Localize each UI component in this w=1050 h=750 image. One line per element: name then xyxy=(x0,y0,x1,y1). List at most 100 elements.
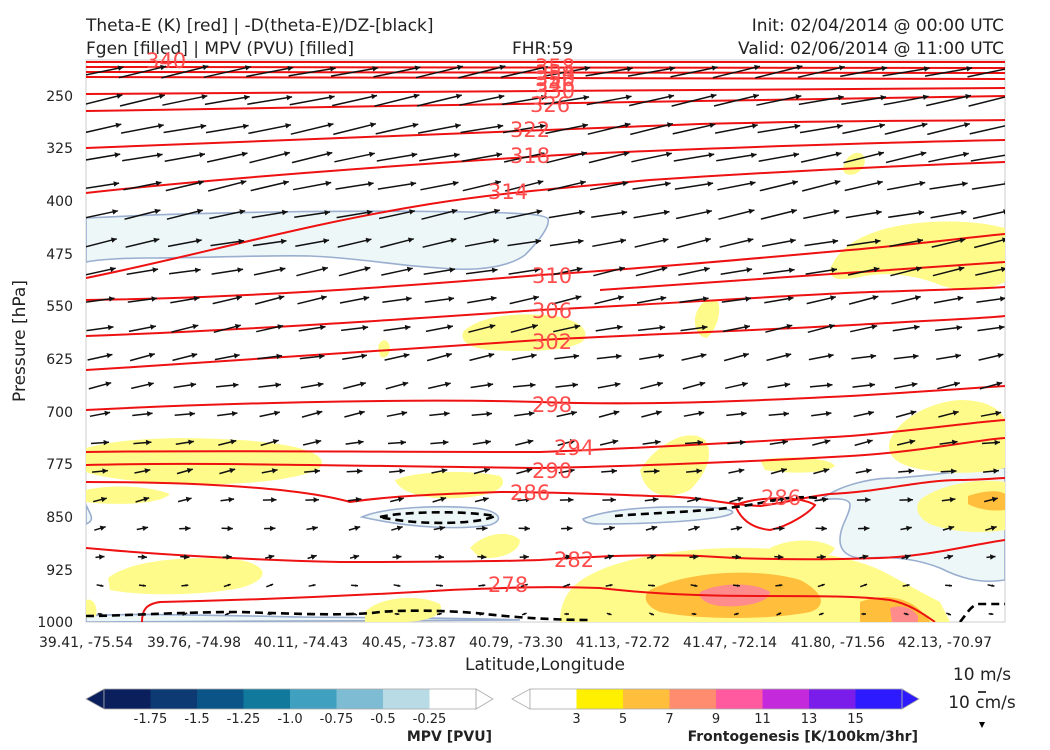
wind-vector-shaft xyxy=(248,124,292,135)
mpv-cb-tick-7: -0.25 xyxy=(413,712,447,727)
wind-vector-head xyxy=(1009,66,1015,71)
wind-vector-head xyxy=(486,411,492,417)
wind-vector-shaft xyxy=(421,209,458,220)
wind-vector-head xyxy=(411,152,418,158)
wind-vector-head xyxy=(569,439,576,445)
wind-vector-head xyxy=(438,612,442,616)
wind-vector-head xyxy=(821,525,827,532)
wind-vector-head xyxy=(917,238,923,244)
x-axis: 39.41, -75.54 39.76, -74.98 40.11, -74.4… xyxy=(39,635,992,675)
wind-vector-head xyxy=(578,209,585,216)
wind-vector-head xyxy=(657,381,663,387)
fgen-left-925 xyxy=(108,558,263,595)
stability-850-right xyxy=(614,495,827,518)
wind-vector-head xyxy=(825,411,832,417)
wind-vector-head xyxy=(1006,152,1012,157)
wind-vector-head xyxy=(693,525,700,531)
wind-vector-head xyxy=(113,181,120,187)
wind-vector-head xyxy=(185,496,192,503)
wind-vector-head xyxy=(1000,266,1005,273)
contour-label-282: 282 xyxy=(554,548,594,572)
theta-e-labels: 340 358 354 350 346 330 326 322 318 314 … xyxy=(146,49,801,597)
fgen-cb-bin-7 xyxy=(809,689,856,709)
contour-label-350: 350 xyxy=(535,67,575,91)
wind-vector-head xyxy=(227,583,231,587)
wind-vector-shaft xyxy=(888,211,925,219)
contour-label-322: 322 xyxy=(510,118,550,142)
wind-vector-head xyxy=(994,439,1000,446)
wind-vector-head xyxy=(185,525,191,532)
fgen-cb-bin-8 xyxy=(855,689,902,709)
wind-vector-head xyxy=(828,323,835,330)
wind-vector-head xyxy=(271,468,278,474)
wind-vector-head xyxy=(490,295,497,302)
y-tick-400: 400 xyxy=(46,194,73,210)
wind-vector-head xyxy=(652,584,655,587)
wind-vector-head xyxy=(141,554,147,560)
wind-vector-head xyxy=(441,468,448,474)
fgen-cb-label: Frontogenesis [K/100km/3hr] xyxy=(688,729,918,745)
wind-vector-shaft xyxy=(845,210,882,219)
contour-label-298: 298 xyxy=(532,393,572,417)
wind-vector-head xyxy=(754,64,760,71)
wind-vector-head xyxy=(780,468,787,474)
mpv-cb-bin-5 xyxy=(290,689,337,709)
wind-vector-head xyxy=(735,612,739,616)
wind-vector-head xyxy=(186,468,193,474)
wind-vector-head xyxy=(568,497,574,503)
wind-vector-head xyxy=(990,612,994,616)
x-tick-1: 39.41, -75.54 xyxy=(39,635,133,651)
wind-vector-head xyxy=(272,439,279,445)
wind-vector-head xyxy=(366,209,373,216)
wind-vector-head xyxy=(494,208,500,215)
wind-vector-head xyxy=(447,324,453,330)
fgen-cb-min-cap xyxy=(511,688,531,710)
wind-vector-head xyxy=(608,612,612,616)
wind-vector-head xyxy=(621,210,628,216)
wind-vector-shaft xyxy=(458,65,506,79)
wind-vector-head xyxy=(438,554,444,560)
wind-vector-shaft xyxy=(719,238,754,248)
wind-vector-head xyxy=(832,238,839,245)
wind-vector-head xyxy=(239,209,246,215)
wind-vector-head xyxy=(326,151,333,157)
y-tick-625: 625 xyxy=(46,352,73,368)
wind-vector-head xyxy=(353,554,360,560)
wind-vector-shaft xyxy=(842,123,886,135)
wind-vector-head xyxy=(100,496,107,503)
wind-vector-shaft xyxy=(931,238,966,248)
wind-vector-head xyxy=(823,468,830,474)
wind-vector-head xyxy=(440,496,447,502)
wind-vector-head xyxy=(652,497,659,503)
wind-vector-head xyxy=(147,381,154,388)
wind-vector-head xyxy=(951,439,958,445)
mpv-colorbar: -1.75 -1.5 -1.25 -1.0 -0.75 -0.5 -0.25 M… xyxy=(85,688,494,745)
wind-vector-head xyxy=(228,497,235,503)
wind-vector-head xyxy=(789,238,796,244)
wind-vector-head xyxy=(909,439,916,445)
fgen-center-925 xyxy=(470,533,520,559)
wind-vector-head xyxy=(966,66,973,72)
wind-vector-shaft xyxy=(847,267,880,276)
wind-vector-head xyxy=(613,410,620,416)
wind-vector-head xyxy=(406,266,413,273)
wind-vector-head xyxy=(951,468,957,474)
wind-vector-shaft xyxy=(251,210,288,219)
wind-vector-head xyxy=(319,324,326,331)
wind-vector-head xyxy=(821,583,825,587)
neg-stability-contours xyxy=(86,495,1005,622)
wind-vector-shaft xyxy=(882,67,930,77)
wind-vector-head xyxy=(283,180,289,186)
mpv-cb-bin-7 xyxy=(383,689,430,709)
wind-vector-head xyxy=(993,468,999,474)
wind-vector-shaft xyxy=(799,124,843,134)
theta-e-286 xyxy=(86,477,1005,508)
y-axis-label: Pressure [hPa] xyxy=(10,280,30,402)
wind-vector-head xyxy=(658,353,664,359)
wind-vector-shaft xyxy=(416,94,462,107)
wind-vector-head xyxy=(999,296,1005,302)
wind-vector-head xyxy=(610,497,616,503)
wind-vector-head xyxy=(820,554,826,560)
wind-vector-head xyxy=(694,496,701,503)
wind-vector-shaft xyxy=(758,153,800,162)
